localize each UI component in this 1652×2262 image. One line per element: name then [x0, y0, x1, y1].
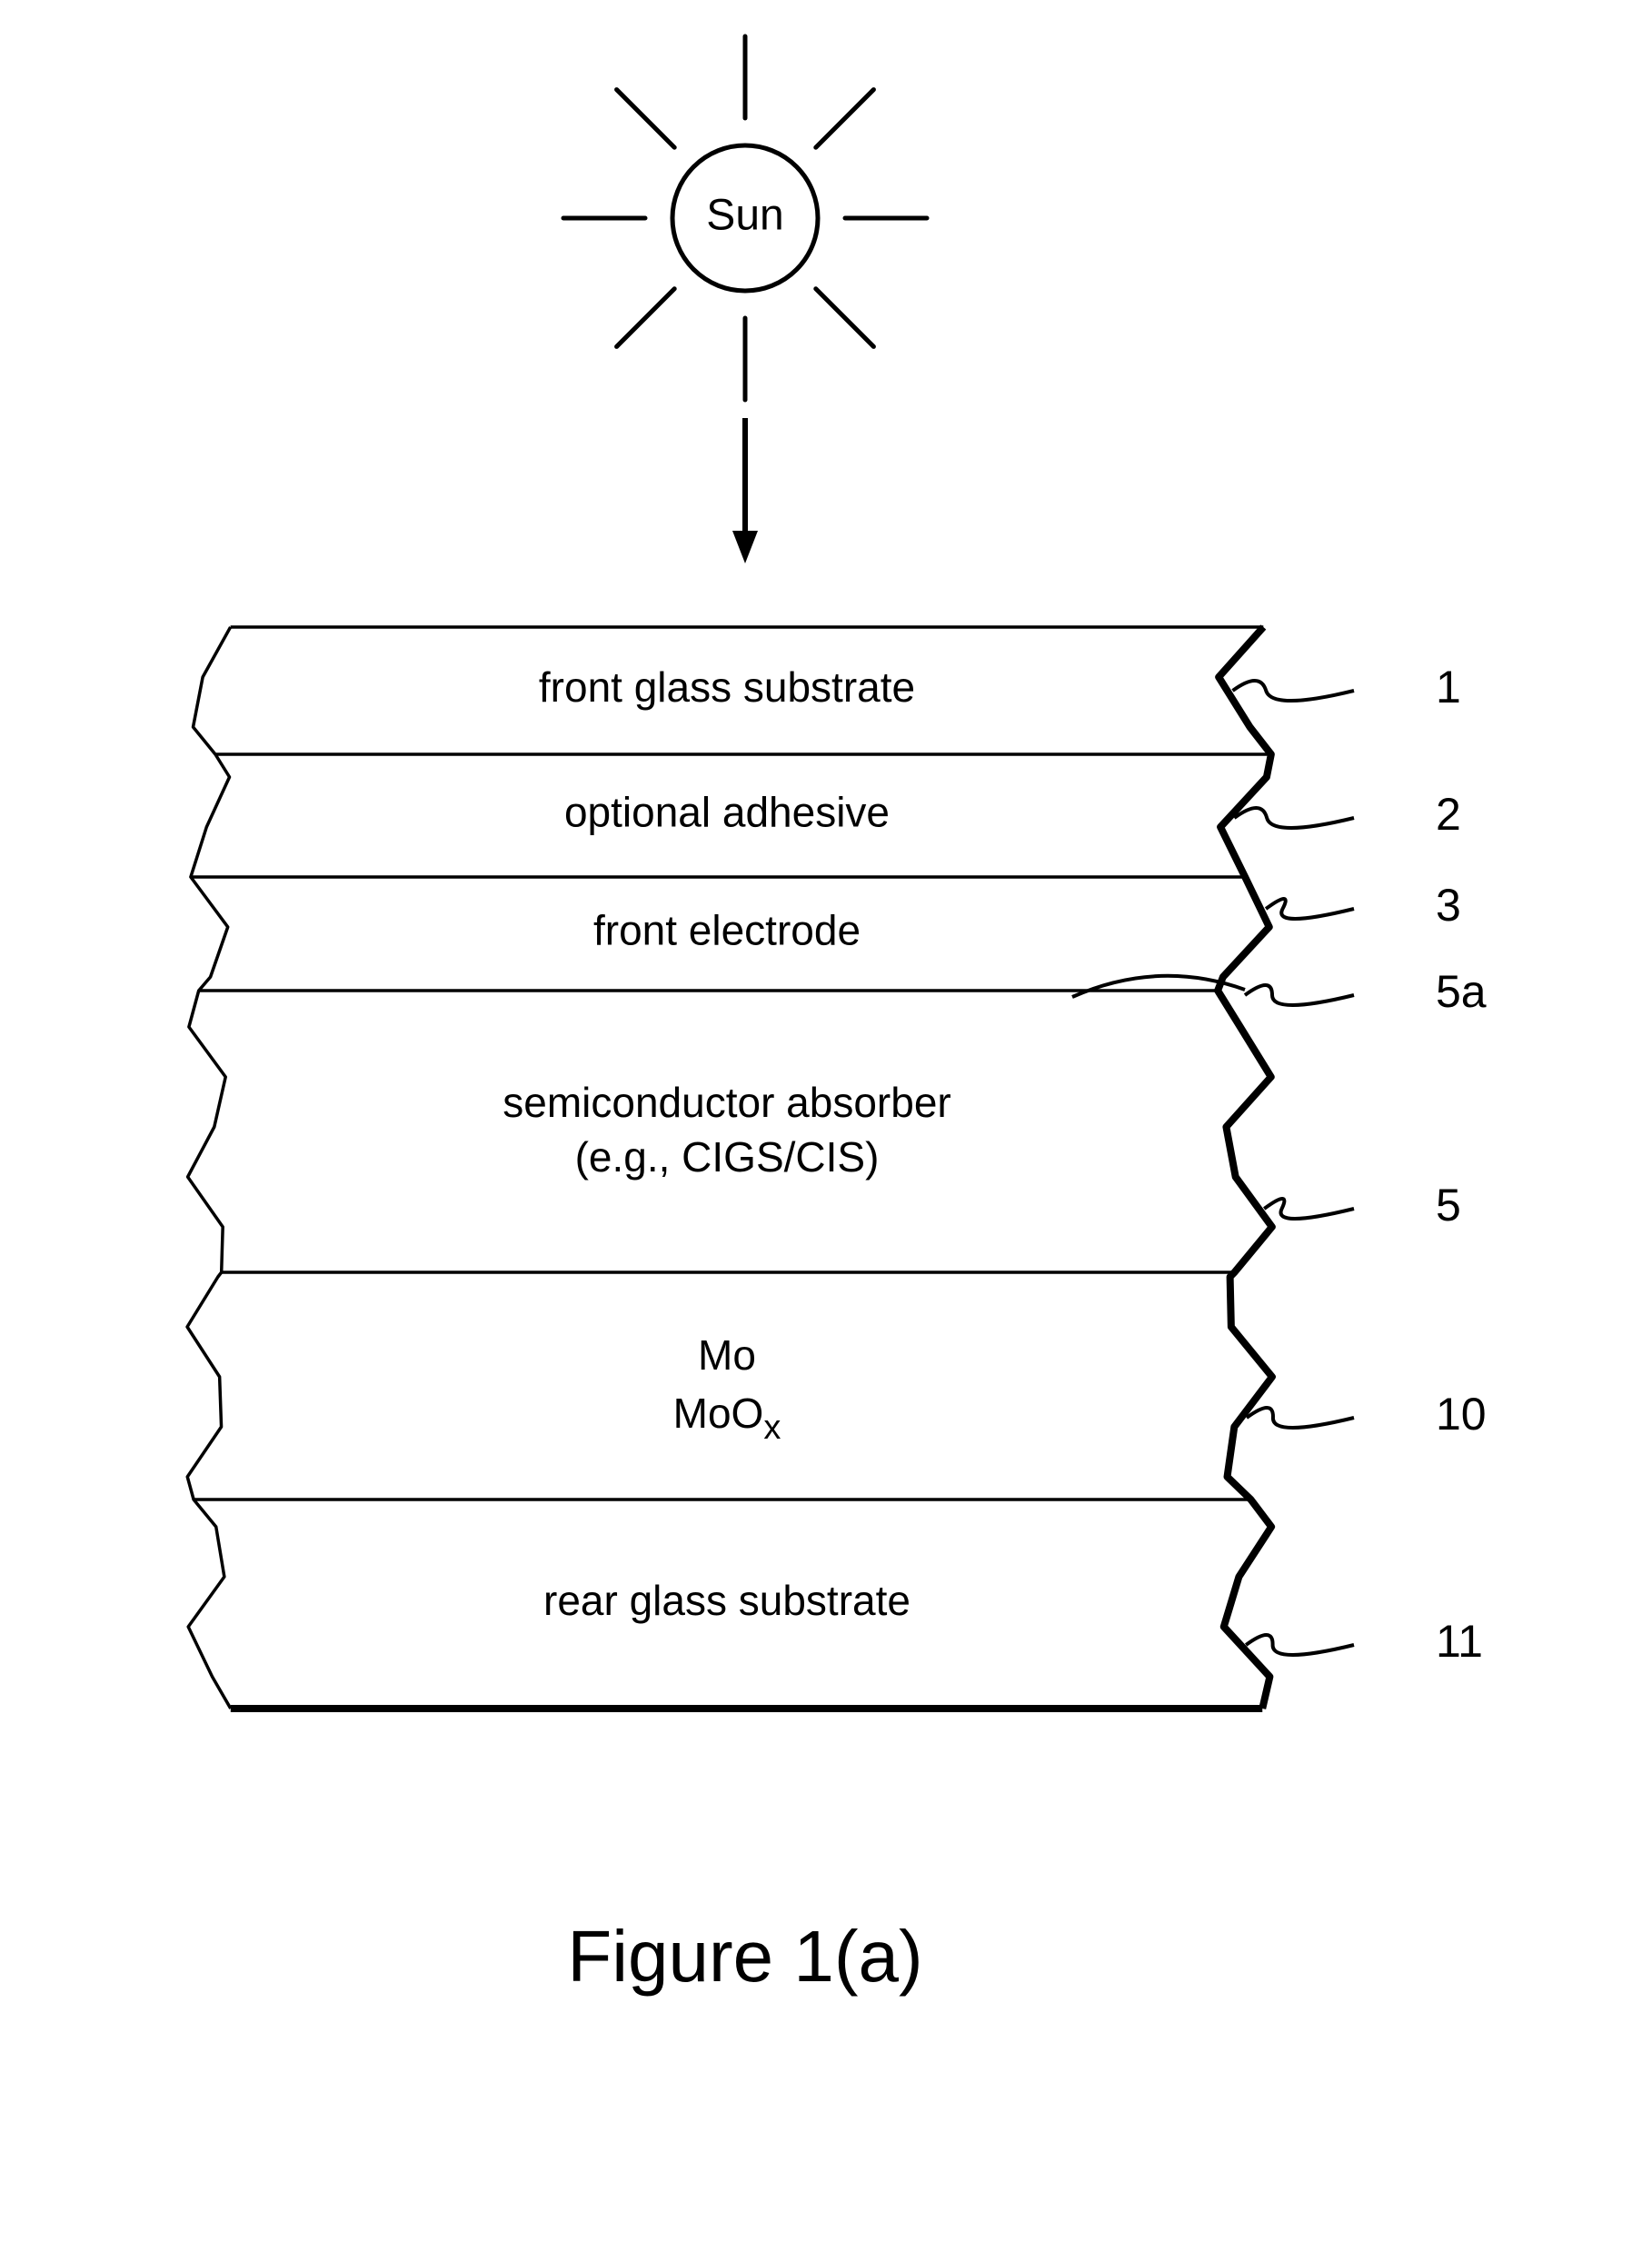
callout-label-c5a: 5a — [1436, 966, 1487, 1017]
callout-lead-c5 — [1264, 1199, 1354, 1219]
figure-caption: Figure 1(a) — [567, 1916, 922, 1997]
callout-label-c11: 11 — [1436, 1616, 1483, 1667]
callout-label-c5: 5 — [1436, 1180, 1461, 1231]
sun-label: Sun — [706, 192, 783, 240]
callout-label-c1: 1 — [1436, 662, 1461, 712]
layer-label-rear-glass: rear glass substrate — [543, 1577, 911, 1624]
callout-lead-c10 — [1247, 1408, 1354, 1428]
callout-label-c3: 3 — [1436, 880, 1461, 931]
arrow-down-icon — [732, 418, 758, 563]
callout-lead-c5a — [1245, 985, 1354, 1005]
callout-label-c10: 10 — [1436, 1389, 1487, 1440]
layer-sublabel-mo: MoOx — [673, 1390, 781, 1447]
layer-label-adhesive: optional adhesive — [564, 789, 890, 836]
diagram-canvas: Sun front glass substrate optional adhesiv… — [0, 0, 1652, 2262]
sun-icon: Sun — [563, 36, 927, 400]
callout-lead-c1 — [1233, 681, 1354, 701]
callouts: 1 2 3 5a 5 10 11 — [1072, 662, 1487, 1667]
layer-sublabel-absorber: (e.g., CIGS/CIS) — [575, 1133, 880, 1181]
callout-lead-c2 — [1234, 808, 1354, 828]
callout-label-c2: 2 — [1436, 789, 1461, 840]
callout-lead-c3 — [1266, 899, 1354, 919]
layer-label-front-glass: front glass substrate — [539, 663, 915, 711]
layer-label-absorber: semiconductor absorber — [503, 1079, 950, 1126]
callout-lead-c11 — [1246, 1635, 1354, 1655]
layer-label-front-elec: front electrode — [593, 907, 861, 954]
layer-stack: front glass substrate optional adhesive fr… — [187, 627, 1272, 1709]
layer-label-mo: Mo — [698, 1331, 756, 1379]
